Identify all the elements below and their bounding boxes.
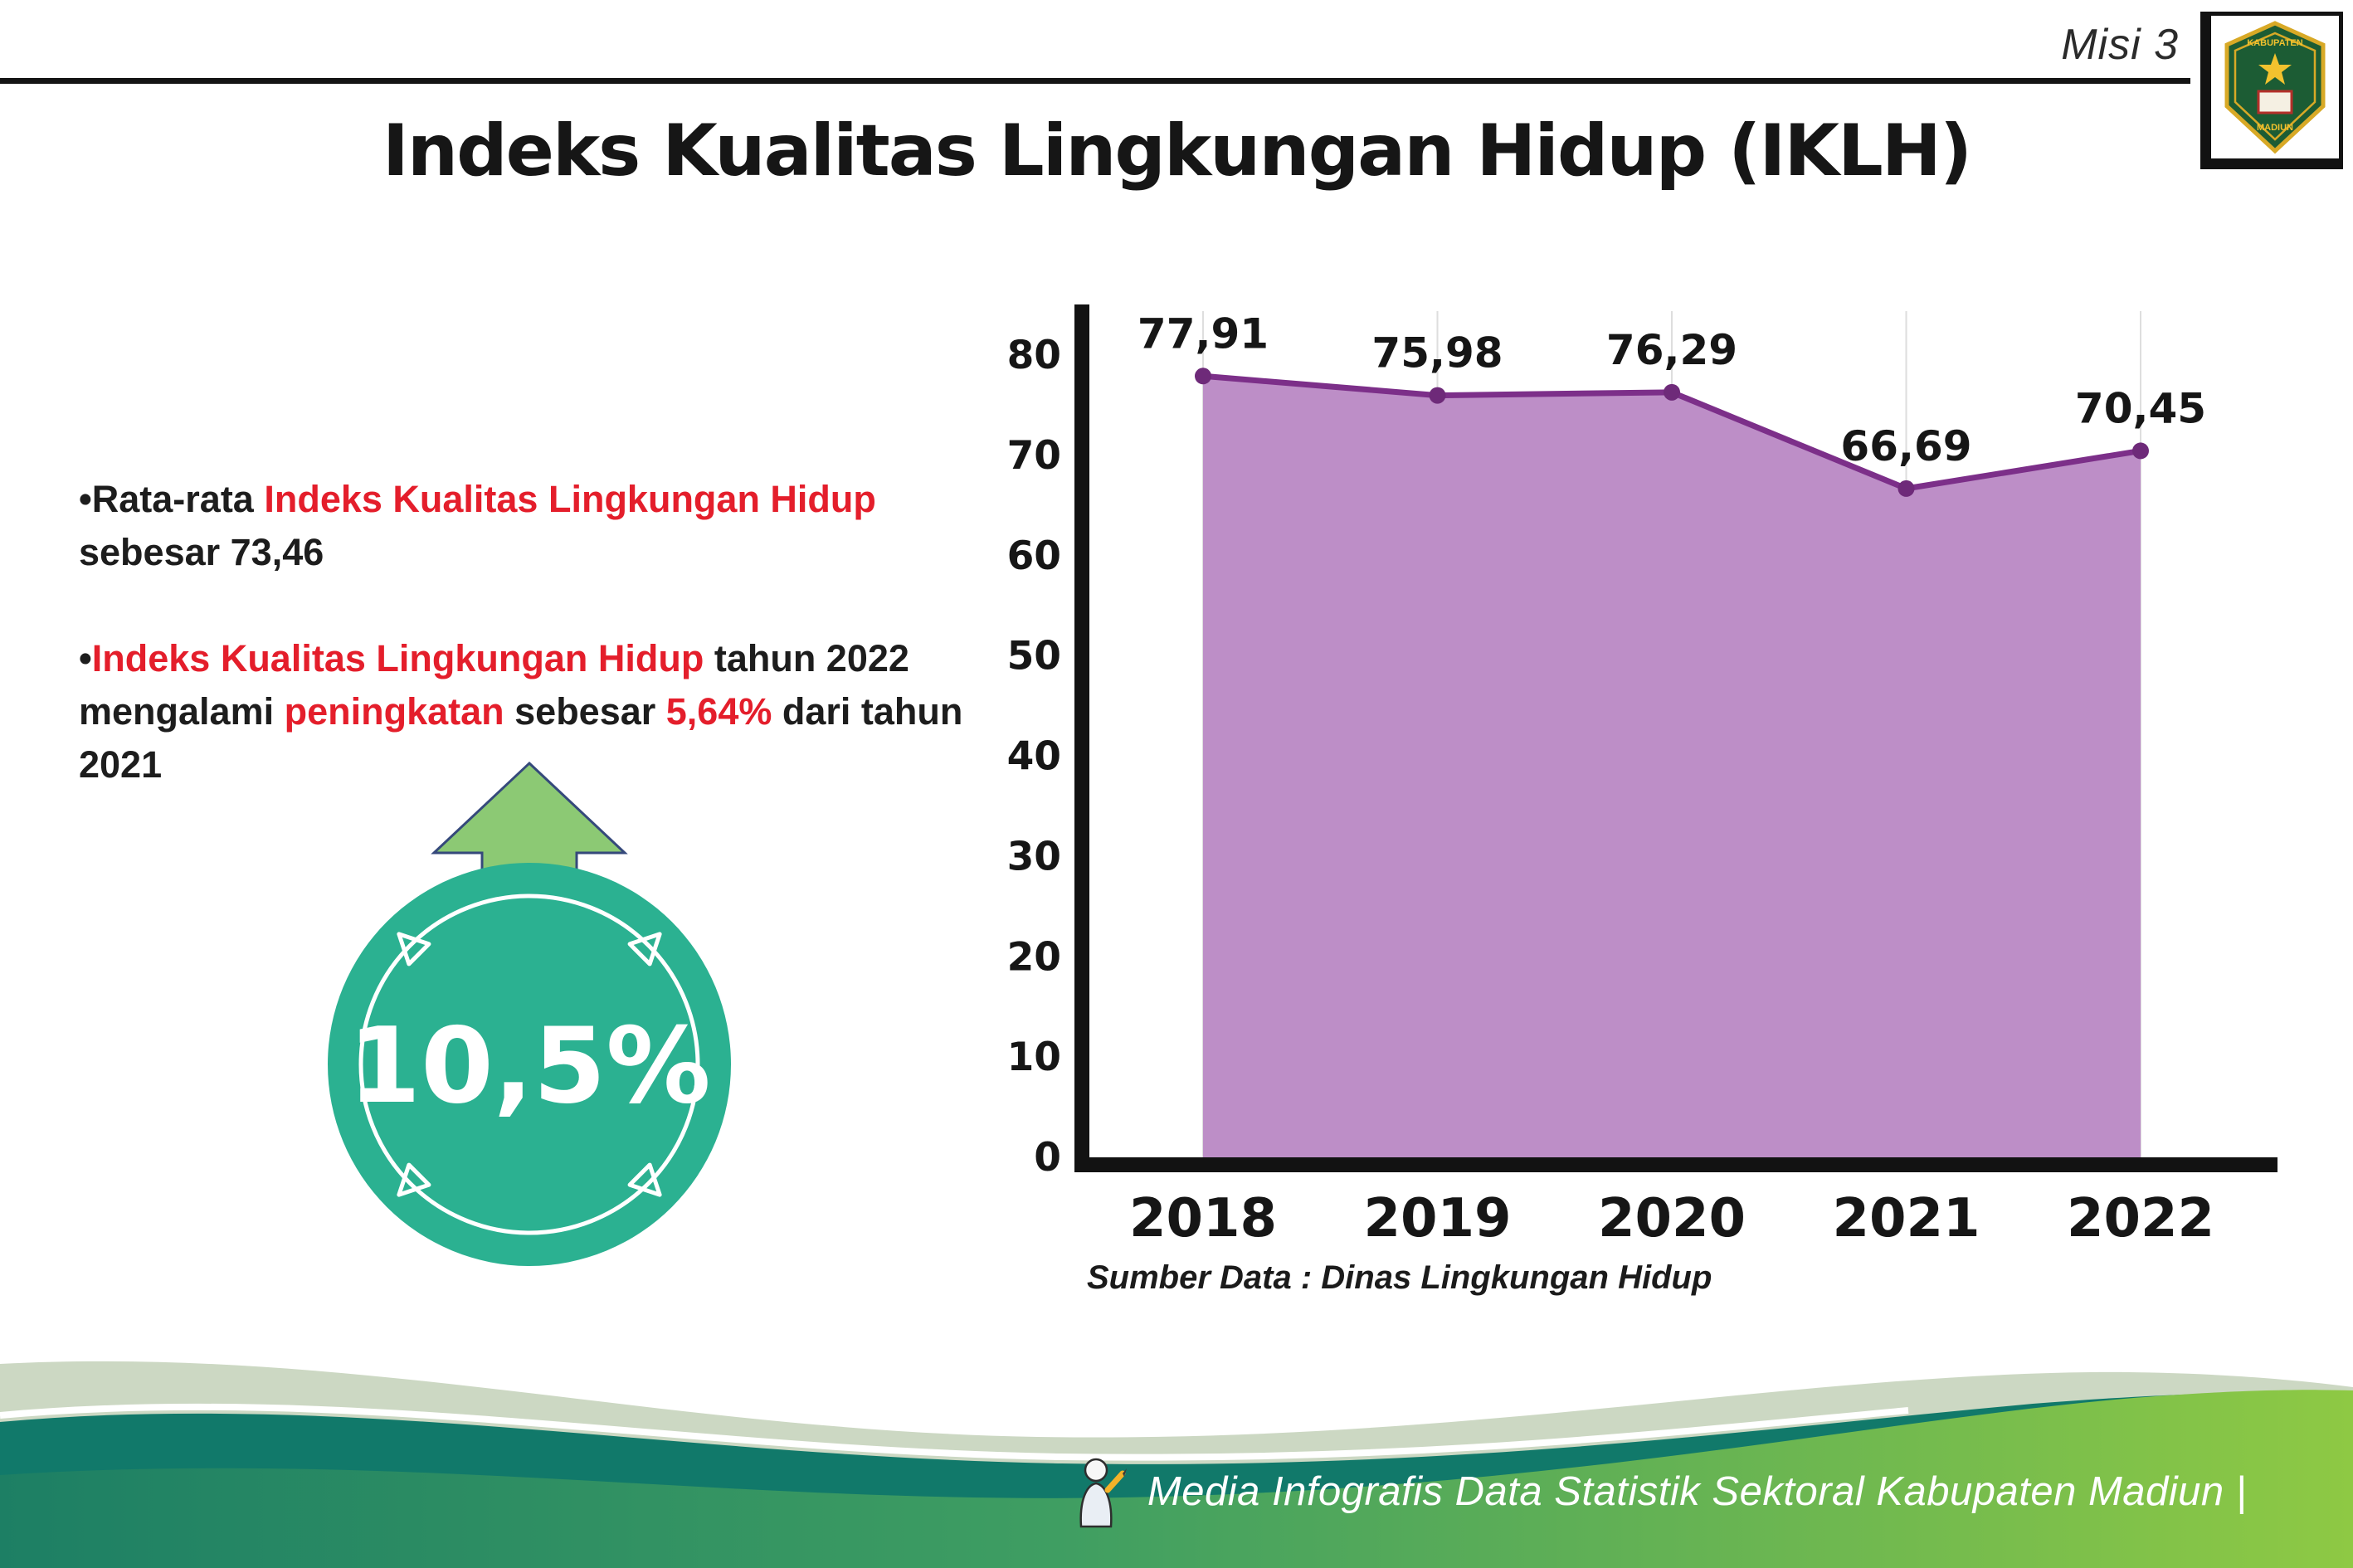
svg-text:75,98: 75,98 <box>1371 329 1503 377</box>
increase-badge-graphic: 10,5% <box>328 761 731 1266</box>
bullet2-highlight-3: 5,64% <box>665 689 772 733</box>
wave-green <box>0 1390 2353 1568</box>
bullet-marker: • <box>79 478 92 520</box>
bullet2-highlight-1: Indeks Kualitas Lingkungan Hidup <box>91 637 704 679</box>
bullet1-highlight: Indeks Kualitas Lingkungan Hidup <box>264 478 876 520</box>
bullet1-text: Rata-rata <box>91 478 265 520</box>
footer-wave <box>0 1361 2353 1568</box>
svg-text:10: 10 <box>1007 1035 1061 1080</box>
ring-triangle-icons <box>397 932 662 1197</box>
wave-white-line <box>0 1403 1909 1461</box>
svg-text:66,69: 66,69 <box>1840 422 1971 470</box>
bullet2-text-1: tahun 2022 mengalami <box>79 637 909 733</box>
bullet-average-iklh: •Rata-rata Indeks Kualitas Lingkungan Hi… <box>79 473 975 579</box>
bullet2-highlight-2: peningkatan <box>284 689 504 733</box>
bullet1-text-2: sebesar 73,46 <box>79 530 324 573</box>
bullet2-text-3: dari tahun 2021 <box>79 689 963 786</box>
svg-text:2022: 2022 <box>2067 1188 2214 1249</box>
logo-bottom-text: MADIUN <box>2257 123 2293 133</box>
logo-top-text: KABUPATEN <box>2247 38 2302 48</box>
svg-text:30: 30 <box>1007 834 1061 879</box>
svg-text:50: 50 <box>1007 634 1061 679</box>
footer-content: Media Infografis Data Statistik Sektoral… <box>1068 1454 2247 1530</box>
svg-text:40: 40 <box>1007 734 1061 780</box>
iklh-area-chart: 77,91 75,98 76,29 66,69 70,45 0 10 20 30 40 50 60 70… <box>1007 304 2277 1249</box>
badge-value: 10,5% <box>348 1005 710 1127</box>
svg-text:70,45: 70,45 <box>2075 384 2206 432</box>
badge-ring <box>358 894 700 1235</box>
page-title: Indeks Kualitas Lingkungan Hidup (IKLH) <box>382 110 1972 192</box>
bullet2-text-2: sebesar <box>504 689 666 733</box>
kabupaten-madiun-crest-icon: KABUPATEN MADIUN <box>2224 21 2326 154</box>
chart-x-ticks: 2018 2019 2020 2021 2022 <box>1129 1188 2214 1249</box>
svg-text:2021: 2021 <box>1832 1188 1980 1249</box>
bullet-iklh-increase: •Indeks Kualitas Lingkungan Hidup tahun … <box>79 632 975 791</box>
chart-axes <box>1074 304 2277 1172</box>
chart-value-labels: 77,91 75,98 76,29 66,69 70,45 <box>1138 309 2206 470</box>
mascot-icon <box>1079 1458 1127 1528</box>
svg-text:60: 60 <box>1007 533 1061 579</box>
bullet-marker: • <box>79 637 92 679</box>
chart-area-series <box>1195 368 2149 1157</box>
svg-text:2019: 2019 <box>1363 1188 1511 1249</box>
svg-text:77,91: 77,91 <box>1138 309 1269 358</box>
chart-region: 77,91 75,98 76,29 66,69 70,45 0 10 20 30 40 50 60 70… <box>979 299 2290 1344</box>
header-rule <box>0 78 2190 84</box>
svg-text:76,29: 76,29 <box>1606 326 1737 374</box>
badge-circle <box>328 863 731 1266</box>
svg-text:80: 80 <box>1007 333 1061 378</box>
svg-text:70: 70 <box>1007 433 1061 479</box>
source-note: Sumber Data : Dinas Lingkungan Hidup <box>1087 1259 1712 1296</box>
chart-y-ticks: 0 10 20 30 40 50 60 70 80 <box>1007 333 1061 1181</box>
svg-text:2018: 2018 <box>1129 1188 1277 1249</box>
svg-text:0: 0 <box>1034 1135 1061 1181</box>
svg-text:20: 20 <box>1007 934 1061 980</box>
misi-label: Misi 3 <box>2061 21 2179 69</box>
footer-caption: Media Infografis Data Statistik Sektoral… <box>1147 1469 2247 1514</box>
kabupaten-madiun-logo: KABUPATEN MADIUN <box>2200 12 2343 169</box>
increase-badge: 10,5% <box>322 745 755 1283</box>
svg-text:2020: 2020 <box>1598 1188 1746 1249</box>
